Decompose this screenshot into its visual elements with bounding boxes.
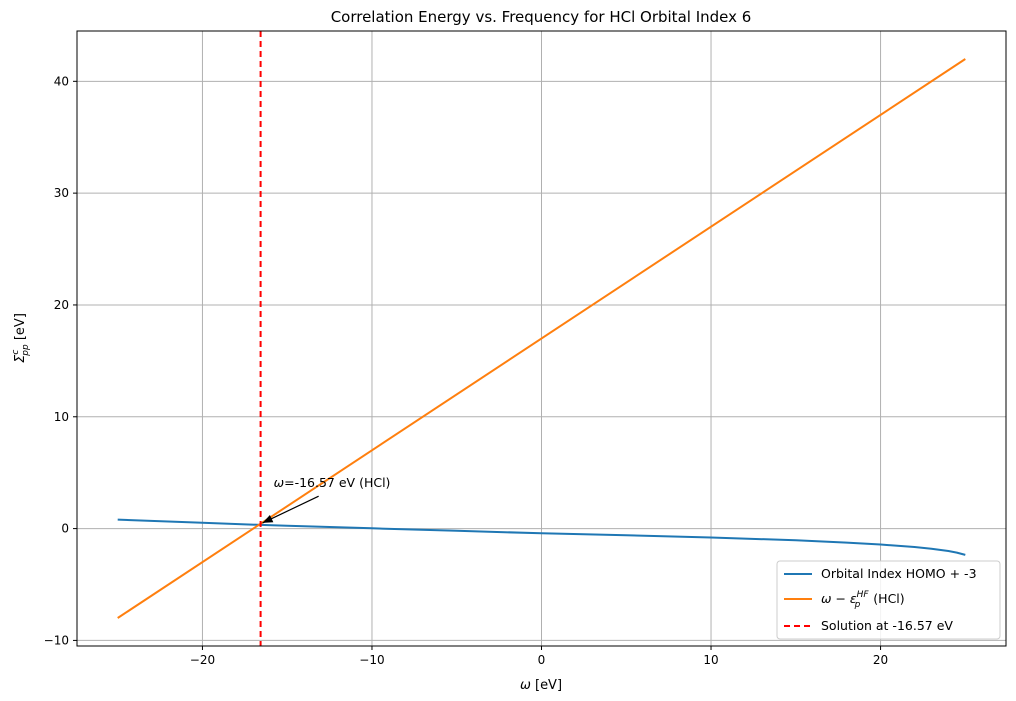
series-line-0 bbox=[117, 518, 966, 556]
x-axis-label: ω [eV] bbox=[520, 678, 562, 693]
y-tick-label: 10 bbox=[54, 410, 69, 424]
series-line-1 bbox=[117, 58, 966, 619]
annotation-text: ω=-16.57 eV (HCl) bbox=[274, 475, 391, 490]
y-tick-label: 40 bbox=[54, 74, 69, 88]
x-tick-label: 20 bbox=[873, 653, 888, 667]
y-axis-label: Σcpp [eV] bbox=[11, 313, 31, 363]
y-tick-label: 20 bbox=[54, 298, 69, 312]
x-tick-label: −20 bbox=[190, 653, 215, 667]
legend-label-series-0: Orbital Index HOMO + -3 bbox=[821, 566, 977, 581]
legend-label-series-1: ω − εHF p (HCl) bbox=[821, 590, 905, 610]
y-tick-label: 30 bbox=[54, 186, 69, 200]
grid bbox=[77, 31, 1006, 646]
annotation-arrowhead bbox=[262, 514, 274, 523]
x-axis: −20 −10 0 10 20 bbox=[190, 646, 888, 667]
annotation: ω=-16.57 eV (HCl) bbox=[262, 475, 391, 524]
legend-box bbox=[776, 560, 1001, 640]
series-layer bbox=[117, 58, 966, 619]
y-axis: −10 0 10 20 30 40 bbox=[44, 74, 77, 647]
legend-label-solution: Solution at -16.57 eV bbox=[821, 618, 953, 633]
y-tick-label: 0 bbox=[61, 522, 69, 536]
x-tick-label: −10 bbox=[359, 653, 384, 667]
y-tick-label: −10 bbox=[44, 633, 69, 647]
x-tick-label: 0 bbox=[538, 653, 546, 667]
x-tick-label: 10 bbox=[703, 653, 718, 667]
annotation-arrow bbox=[262, 495, 319, 524]
chart-title: Correlation Energy vs. Frequency for HCl… bbox=[331, 8, 752, 26]
legend: Orbital Index HOMO + -3 ω − εHF p (HCl) S… bbox=[776, 560, 1001, 640]
